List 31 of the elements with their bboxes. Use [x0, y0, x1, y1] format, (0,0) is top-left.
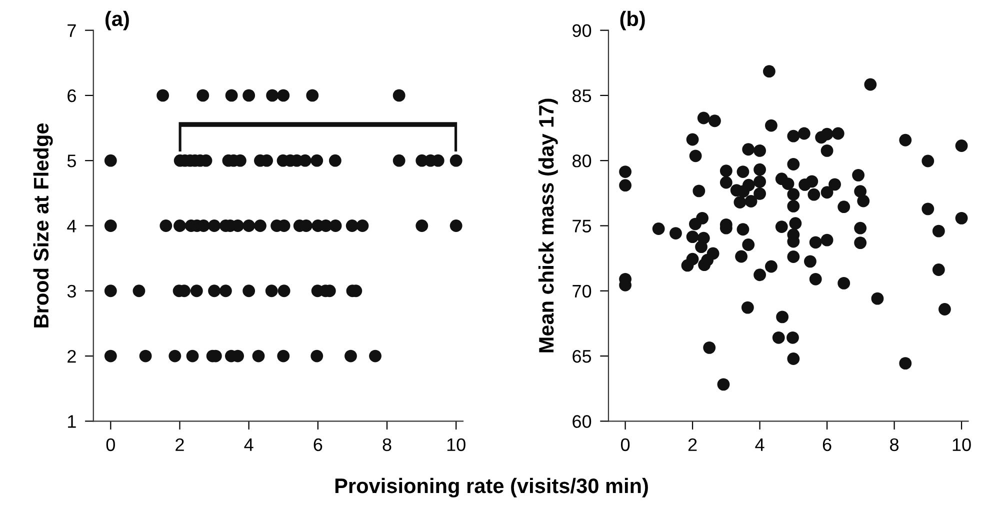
y-tick-label: 4	[67, 220, 76, 232]
chart-title: (a)	[106, 10, 129, 30]
y-tick-label: 1	[68, 415, 76, 428]
x-tick-label: 10	[952, 438, 971, 452]
y-tick-label: 90	[572, 24, 592, 38]
y-tick-label: 7	[68, 24, 76, 37]
x-tick-label: 4	[244, 438, 254, 451]
y-tick-label: 75	[572, 220, 592, 232]
y-tick-label: 65	[572, 350, 592, 363]
y-tick-label: 6	[68, 89, 76, 102]
y-tick-label: 80	[572, 154, 592, 168]
y-tick-label: 85	[572, 89, 592, 102]
y-tick-label: 2	[68, 350, 76, 363]
x-tick-label: 0	[106, 438, 115, 452]
x-tick-label: 2	[176, 438, 184, 451]
x-axis-title: Provisioning rate (visits/30 min)	[335, 478, 648, 498]
chart-title: (b)	[620, 10, 645, 30]
y-tick-label: 70	[572, 284, 592, 298]
x-tick-label: 0	[620, 438, 630, 452]
y-axis-title: Brood Size at Fledge	[33, 123, 53, 328]
y-tick-label: 5	[67, 154, 76, 168]
x-tick-label: 8	[890, 438, 899, 452]
y-tick-label: 3	[67, 284, 76, 298]
x-tick-label: 2	[688, 438, 697, 451]
x-tick-label: 4	[755, 438, 764, 451]
x-tick-label: 8	[382, 438, 392, 452]
x-tick-label: 10	[447, 438, 466, 452]
x-tick-label: 6	[822, 438, 832, 452]
x-tick-label: 6	[314, 438, 322, 452]
y-tick-label: 60	[572, 415, 592, 428]
y-axis-title: Mean chick mass (day 17)	[538, 98, 558, 352]
